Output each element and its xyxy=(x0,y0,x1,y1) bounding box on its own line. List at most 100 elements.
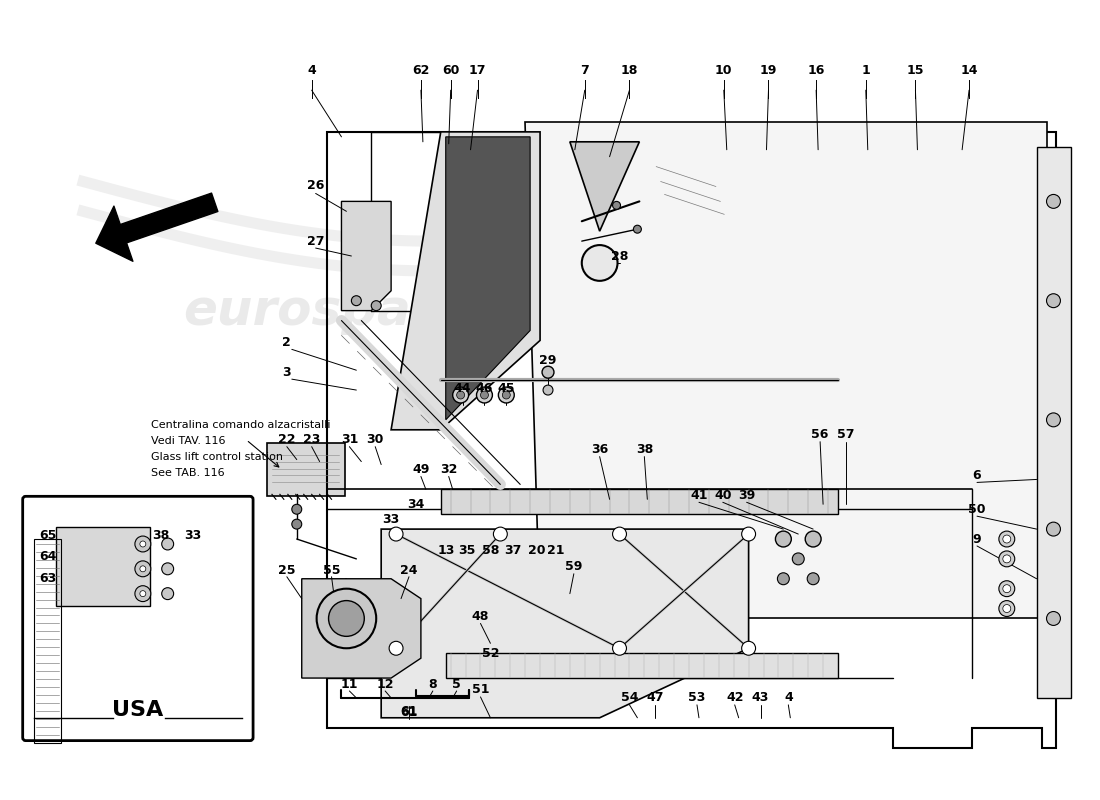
Text: 2: 2 xyxy=(283,336,292,349)
Text: 38: 38 xyxy=(636,443,653,456)
Circle shape xyxy=(1003,555,1011,563)
Text: Glass lift control station: Glass lift control station xyxy=(151,452,283,462)
Circle shape xyxy=(162,563,174,574)
Text: 11: 11 xyxy=(341,678,359,690)
Circle shape xyxy=(140,541,146,547)
Text: 7: 7 xyxy=(581,64,590,77)
FancyBboxPatch shape xyxy=(632,145,761,234)
Text: eurospares: eurospares xyxy=(561,505,877,553)
Text: 19: 19 xyxy=(760,64,778,77)
Text: 20: 20 xyxy=(528,545,546,558)
Text: 43: 43 xyxy=(751,691,769,705)
Circle shape xyxy=(999,581,1014,597)
Text: 31: 31 xyxy=(341,434,359,446)
Polygon shape xyxy=(392,132,540,430)
Text: 62: 62 xyxy=(412,64,430,77)
Text: 18: 18 xyxy=(620,64,638,77)
Polygon shape xyxy=(382,529,749,718)
Text: 52: 52 xyxy=(482,646,499,660)
Text: 41: 41 xyxy=(690,489,707,502)
Polygon shape xyxy=(1036,146,1071,698)
Bar xyxy=(34,539,62,742)
Text: 6: 6 xyxy=(972,469,981,482)
Text: 27: 27 xyxy=(307,234,324,248)
Text: 33: 33 xyxy=(383,513,399,526)
Text: 48: 48 xyxy=(472,610,490,623)
Circle shape xyxy=(162,538,174,550)
Text: 22: 22 xyxy=(278,434,296,446)
Text: 30: 30 xyxy=(366,434,384,446)
Text: 15: 15 xyxy=(906,64,924,77)
Polygon shape xyxy=(446,137,530,420)
Text: 57: 57 xyxy=(837,428,855,442)
Polygon shape xyxy=(570,142,639,231)
Text: 46: 46 xyxy=(476,382,493,394)
Text: 4: 4 xyxy=(784,691,793,705)
Text: 1: 1 xyxy=(861,64,870,77)
Circle shape xyxy=(613,527,627,541)
Circle shape xyxy=(140,566,146,572)
Text: 53: 53 xyxy=(689,691,706,705)
Circle shape xyxy=(135,561,151,577)
Circle shape xyxy=(1003,605,1011,613)
Circle shape xyxy=(999,551,1014,567)
Text: 26: 26 xyxy=(307,179,324,192)
Circle shape xyxy=(456,391,464,399)
Text: See TAB. 116: See TAB. 116 xyxy=(151,467,224,478)
Text: 55: 55 xyxy=(322,564,340,578)
Text: 50: 50 xyxy=(968,502,986,516)
Bar xyxy=(441,490,838,514)
Circle shape xyxy=(613,642,627,655)
Text: eurospares: eurospares xyxy=(184,286,499,334)
Text: 16: 16 xyxy=(807,64,825,77)
Polygon shape xyxy=(446,654,838,678)
Circle shape xyxy=(741,642,756,655)
Circle shape xyxy=(389,642,403,655)
Text: 3: 3 xyxy=(283,366,292,378)
Circle shape xyxy=(494,527,507,541)
FancyBboxPatch shape xyxy=(56,527,150,606)
Text: 47: 47 xyxy=(647,691,664,705)
Text: 12: 12 xyxy=(376,678,394,690)
Circle shape xyxy=(135,536,151,552)
Circle shape xyxy=(1046,522,1060,536)
Text: 38: 38 xyxy=(152,529,169,542)
Circle shape xyxy=(1003,585,1011,593)
Circle shape xyxy=(1046,294,1060,308)
Polygon shape xyxy=(301,578,421,678)
Circle shape xyxy=(476,387,493,403)
Circle shape xyxy=(582,245,617,281)
Text: 14: 14 xyxy=(960,64,978,77)
FancyBboxPatch shape xyxy=(767,517,830,610)
Text: 34: 34 xyxy=(407,498,425,510)
Circle shape xyxy=(372,301,382,310)
Text: 25: 25 xyxy=(278,564,296,578)
Text: 39: 39 xyxy=(738,489,756,502)
Circle shape xyxy=(351,296,361,306)
Text: 63: 63 xyxy=(39,572,56,586)
Circle shape xyxy=(498,387,515,403)
Text: 54: 54 xyxy=(620,691,638,705)
Text: Centralina comando alzacristalli: Centralina comando alzacristalli xyxy=(151,420,330,430)
Circle shape xyxy=(613,202,620,210)
Text: 36: 36 xyxy=(591,443,608,456)
Circle shape xyxy=(135,586,151,602)
Circle shape xyxy=(807,573,820,585)
Text: 40: 40 xyxy=(714,489,732,502)
Circle shape xyxy=(792,553,804,565)
Text: 59: 59 xyxy=(565,560,583,574)
Circle shape xyxy=(292,519,301,529)
Text: 17: 17 xyxy=(469,64,486,77)
Text: 61: 61 xyxy=(400,706,418,718)
Text: 32: 32 xyxy=(440,463,458,476)
Text: 28: 28 xyxy=(610,250,628,263)
Circle shape xyxy=(1003,535,1011,543)
Circle shape xyxy=(140,590,146,597)
Circle shape xyxy=(481,391,488,399)
Text: 58: 58 xyxy=(482,545,499,558)
Text: 21: 21 xyxy=(547,545,564,558)
Text: 23: 23 xyxy=(302,434,320,446)
FancyBboxPatch shape xyxy=(267,442,345,496)
Text: 35: 35 xyxy=(458,545,475,558)
Circle shape xyxy=(1046,611,1060,626)
